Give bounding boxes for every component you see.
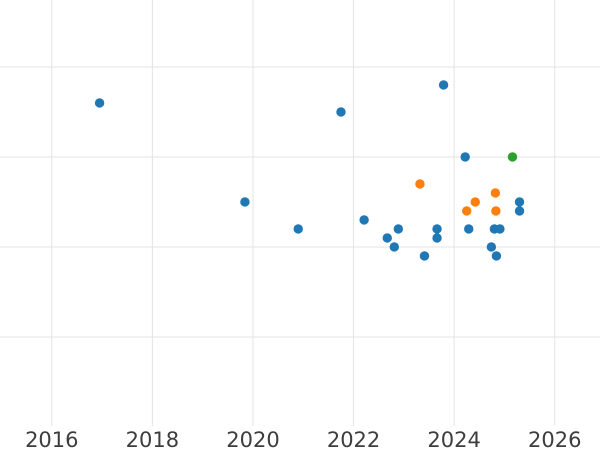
x-tick-label: 2026 (528, 428, 581, 450)
blue-series-point (514, 206, 525, 216)
blue-series-point (491, 251, 502, 261)
blue-series-point (389, 242, 400, 252)
blue-series-point (464, 224, 474, 234)
orange-series-point (491, 206, 501, 216)
blue-series-point (495, 224, 505, 234)
blue-series-point (460, 152, 470, 162)
orange-series-point (470, 197, 480, 207)
blue-series-point (432, 224, 442, 234)
x-tick-label: 2024 (427, 428, 480, 450)
orange-series-point (415, 179, 425, 189)
blue-series-point (293, 224, 303, 234)
blue-series-point (438, 80, 449, 90)
green-series-point (507, 152, 518, 162)
blue-series-point (393, 224, 404, 234)
x-tick-label: 2018 (126, 428, 179, 450)
blue-series-point (514, 197, 525, 207)
x-tick-label: 2022 (327, 428, 380, 450)
blue-series-point (486, 242, 497, 252)
blue-series-point (419, 251, 430, 261)
orange-series-point (462, 206, 472, 216)
blue-series-point (359, 215, 369, 225)
orange-series-point (490, 188, 501, 198)
blue-series-point (336, 107, 346, 117)
x-tick-label: 2016 (25, 428, 78, 450)
blue-series-point (382, 233, 392, 243)
blue-series-point (240, 197, 250, 207)
blue-series-point (432, 233, 442, 243)
x-tick-label: 2020 (226, 428, 279, 450)
blue-series-point (94, 98, 105, 108)
